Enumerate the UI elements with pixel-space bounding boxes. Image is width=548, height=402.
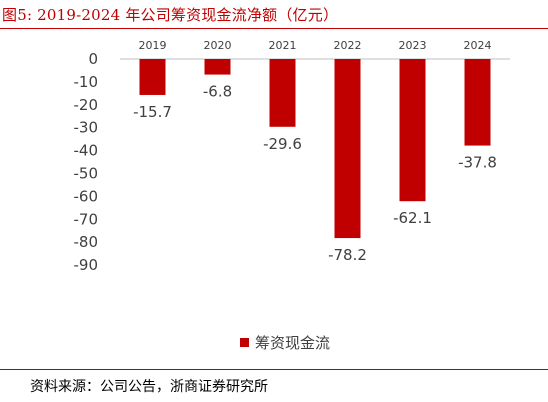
y-tick-label: -30: [74, 119, 99, 137]
bar: [334, 59, 361, 239]
title-rule: [0, 28, 548, 29]
y-tick-label: -60: [74, 187, 99, 205]
y-tick-label: -20: [74, 96, 99, 114]
category-label: 2021: [269, 39, 297, 52]
data-label: -37.8: [458, 154, 497, 172]
y-tick-label: -50: [74, 165, 99, 183]
y-tick-label: -90: [74, 256, 99, 274]
legend-label: 筹资现金流: [255, 334, 331, 352]
category-label: 2022: [334, 39, 362, 52]
source-note: 资料来源：公司公告，浙商证券研究所: [30, 379, 268, 395]
y-tick-label: -80: [74, 233, 99, 251]
y-tick-label: -10: [74, 73, 99, 91]
category-label: 2024: [464, 39, 492, 52]
category-label: 2019: [139, 39, 167, 52]
data-label: -6.8: [203, 83, 232, 101]
data-label: -29.6: [263, 135, 302, 153]
y-tick-label: -40: [74, 142, 99, 160]
figure-title: 图5: 2019-2024 年公司筹资现金流净额（亿元）: [2, 6, 339, 24]
category-label: 2020: [204, 39, 232, 52]
data-label: -62.1: [393, 209, 432, 227]
chart-legend: 筹资现金流: [240, 332, 330, 353]
bar: [269, 59, 296, 127]
y-tick-label: -70: [74, 210, 99, 228]
bar: [204, 59, 231, 75]
bar: [139, 59, 166, 95]
data-label: -15.7: [133, 103, 172, 121]
legend-swatch: [240, 338, 249, 347]
category-label: 2023: [399, 39, 427, 52]
source-rule: [0, 369, 548, 370]
bar: [464, 59, 491, 146]
y-tick-label: 0: [88, 50, 98, 68]
bar: [399, 59, 426, 202]
data-label: -78.2: [328, 246, 367, 264]
